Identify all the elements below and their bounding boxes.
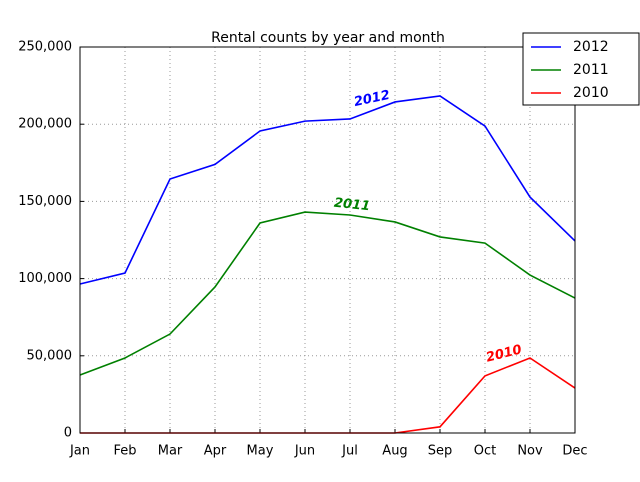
y-tick-label: 200,000 <box>18 117 72 132</box>
x-tick-label: Aug <box>382 444 407 459</box>
legend-label: 2010 <box>573 85 609 101</box>
x-tick-label: Mar <box>158 444 183 459</box>
x-tick-label: Feb <box>113 444 136 459</box>
line-series <box>79 211 576 376</box>
y-tick-label: 0 <box>64 426 72 441</box>
legend-label: 2011 <box>573 62 609 78</box>
x-tick-label: Jul <box>341 444 358 459</box>
x-tick-label: Nov <box>517 444 543 459</box>
x-tick-label: Jan <box>69 444 90 459</box>
y-tick-label: 250,000 <box>18 40 72 55</box>
x-tick-label: Dec <box>562 444 587 459</box>
annotation: 2012 <box>353 88 392 110</box>
legend-label: 2012 <box>573 39 609 55</box>
x-tick-label: Oct <box>474 444 496 459</box>
line-series <box>79 95 576 285</box>
x-tick-label: May <box>247 444 274 459</box>
x-tick-label: Jun <box>294 444 315 459</box>
annotation: 2011 <box>333 196 371 215</box>
x-tick-label: Apr <box>204 444 227 459</box>
chart-title: Rental counts by year and month <box>211 30 445 46</box>
y-tick-label: 100,000 <box>18 271 72 286</box>
y-tick-label: 150,000 <box>18 194 72 209</box>
plot-frame <box>79 46 576 434</box>
x-tick-label: Sep <box>428 444 453 459</box>
y-tick-label: 50,000 <box>27 348 73 363</box>
